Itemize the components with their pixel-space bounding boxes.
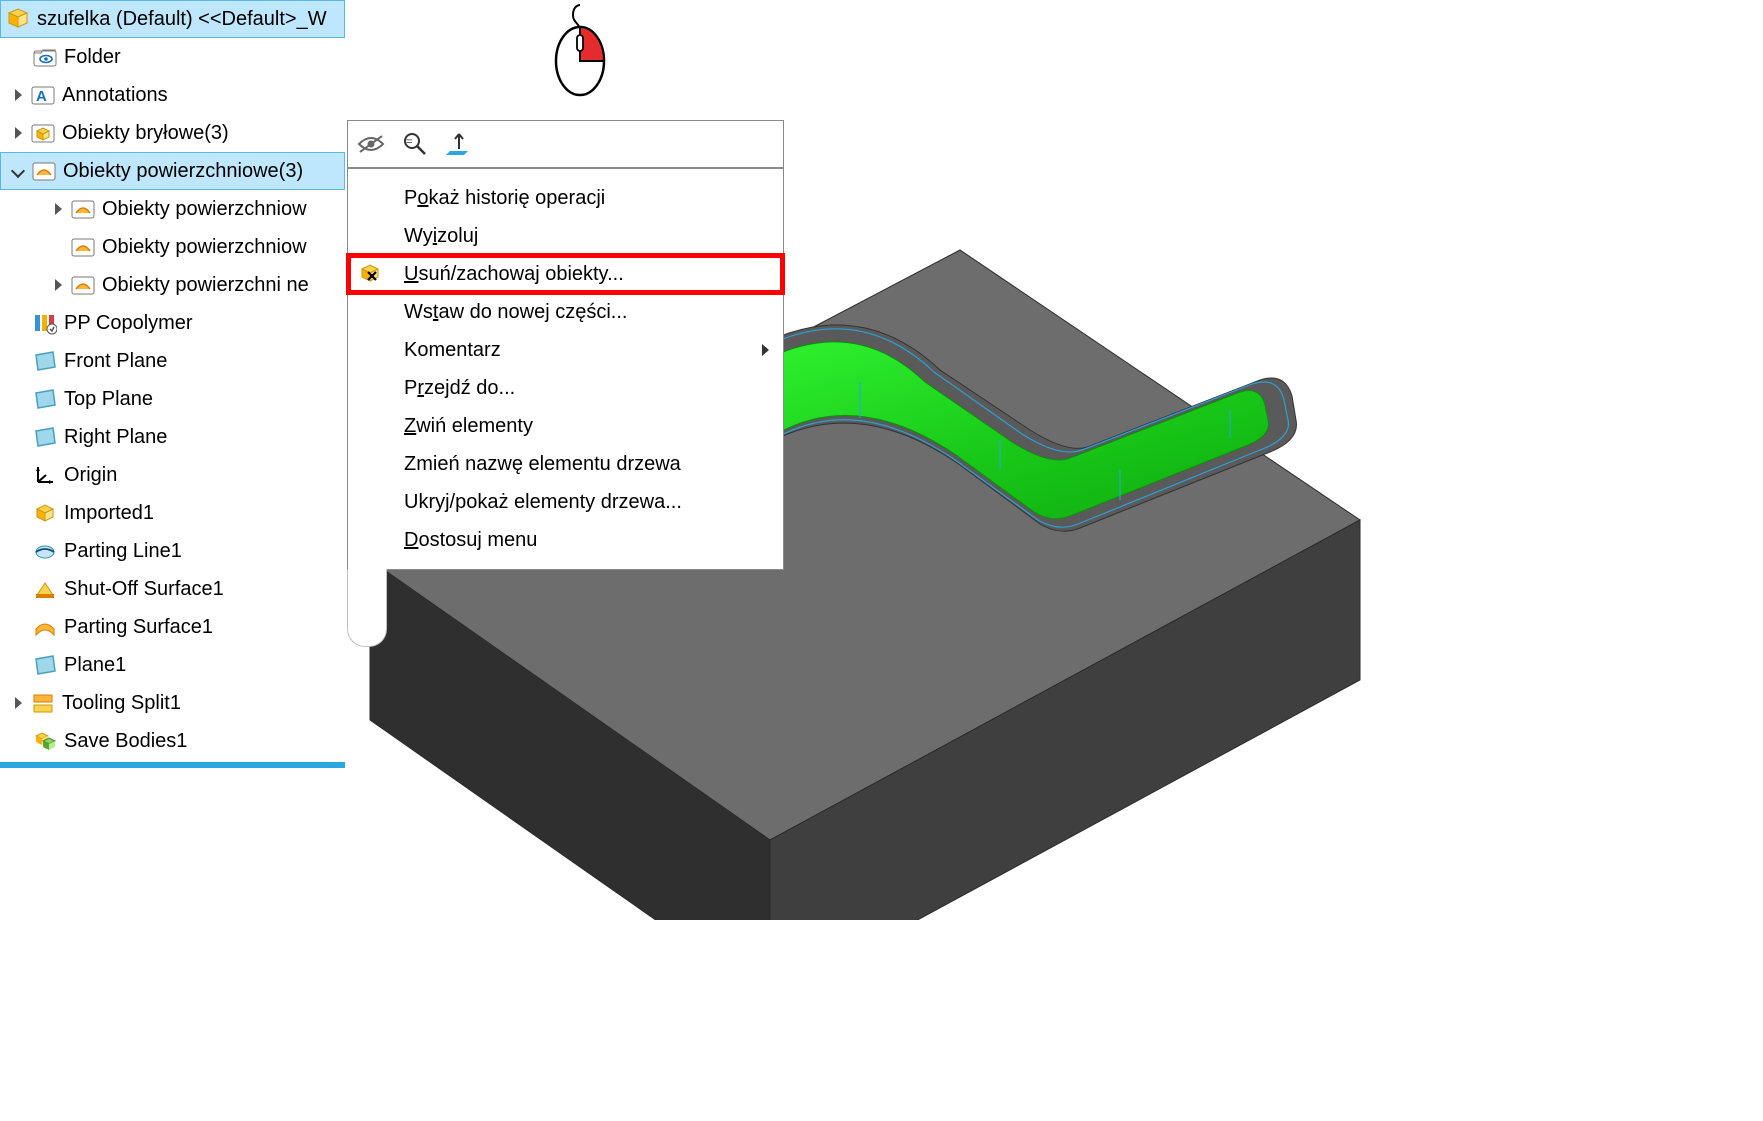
context-menu-item-label: Ukryj/pokaż elementy drzewa... (404, 491, 682, 514)
context-menu-item[interactable]: Zwiń elementy (348, 407, 783, 445)
tree-item-label: Origin (64, 464, 117, 487)
normal-to-icon[interactable] (442, 127, 476, 161)
tree-item[interactable]: Obiekty powierzchniow (0, 228, 345, 266)
context-menu-item[interactable]: Wyizoluj (348, 217, 783, 255)
plane-icon (32, 652, 58, 678)
svg-text:=: = (406, 136, 412, 148)
context-menu-item-label: Dostosuj menu (404, 529, 537, 552)
tree-item-label: Obiekty powierzchniow (102, 236, 307, 259)
tree-item[interactable]: Obiekty powierzchni ne (0, 266, 345, 304)
surf-folder-icon (70, 196, 96, 222)
tree-item[interactable]: Save Bodies1 (0, 722, 345, 760)
tree-item[interactable]: Obiekty powierzchniow (0, 190, 345, 228)
tree-item-label: Plane1 (64, 654, 126, 677)
tree-item-label: Parting Surface1 (64, 616, 213, 639)
tree-item[interactable]: Annotations (0, 76, 345, 114)
tree-item[interactable]: Right Plane (0, 418, 345, 456)
context-menu-item[interactable]: Usuń/zachowaj obiekty... (348, 255, 783, 293)
context-menu-item-label: Zmień nazwę elementu drzewa (404, 453, 681, 476)
context-menu-item[interactable]: Pokaż historię operacji (348, 179, 783, 217)
context-menu-item[interactable]: Przejdź do... (348, 369, 783, 407)
delete-box-icon (358, 260, 394, 288)
expander-icon[interactable] (52, 278, 66, 292)
tree-item[interactable]: Plane1 (0, 646, 345, 684)
tree-item-label: Folder (64, 46, 121, 69)
expander-icon[interactable] (12, 126, 26, 140)
origin-icon (32, 462, 58, 488)
context-menu-item[interactable]: Ukryj/pokaż elementy drzewa... (348, 483, 783, 521)
tree-item-label: Top Plane (64, 388, 153, 411)
context-menu-item-label: Komentarz (404, 339, 501, 362)
expander-icon[interactable] (12, 696, 26, 710)
tooling-split-icon (30, 690, 56, 716)
plane-icon (32, 386, 58, 412)
tree-item-label: PP Copolymer (64, 312, 193, 335)
tree-item-label: Obiekty powierzchniowe(3) (63, 160, 303, 183)
solid-body-icon (30, 120, 56, 146)
context-menu-item-label: Wstaw do nowej części... (404, 301, 627, 324)
imported-icon (32, 500, 58, 526)
context-menu-item-label: Zwiń elementy (404, 415, 533, 438)
context-menu-item-label: Wyizoluj (404, 225, 478, 248)
context-toolbar[interactable]: = (347, 120, 784, 168)
context-menu-item[interactable]: Zmień nazwę elementu drzewa (348, 445, 783, 483)
tree-item-label: Obiekty powierzchniow (102, 198, 307, 221)
folder-eye-icon (32, 44, 58, 70)
hide-icon[interactable] (354, 127, 388, 161)
tree-item-label: Shut-Off Surface1 (64, 578, 224, 601)
save-bodies-icon (32, 728, 58, 754)
surf-folder-icon (70, 234, 96, 260)
tree-item[interactable]: PP Copolymer (0, 304, 345, 342)
tree-item[interactable]: Origin (0, 456, 345, 494)
parting-surf-icon (32, 614, 58, 640)
expander-icon[interactable] (12, 88, 26, 102)
tree-item[interactable]: Folder (0, 38, 345, 76)
tree-item[interactable]: Shut-Off Surface1 (0, 570, 345, 608)
part-icon (5, 6, 31, 32)
context-menu-item-label: Usuń/zachowaj obiekty... (404, 263, 624, 286)
tree-item-label: Imported1 (64, 502, 154, 525)
tree-item[interactable]: Parting Surface1 (0, 608, 345, 646)
submenu-arrow-icon (762, 344, 769, 356)
expander-icon[interactable] (13, 164, 27, 178)
tree-item[interactable]: Obiekty bryłowe(3) (0, 114, 345, 152)
mouse-right-click-icon (545, 3, 615, 98)
tree-item[interactable]: Front Plane (0, 342, 345, 380)
tree-item[interactable]: Parting Line1 (0, 532, 345, 570)
tree-item-label: Annotations (62, 84, 168, 107)
tree-item-label: Save Bodies1 (64, 730, 187, 753)
expander-icon[interactable] (52, 202, 66, 216)
tree-item-label: Front Plane (64, 350, 167, 373)
tree-root-label: szufelka (Default) <<Default>_W (37, 8, 327, 31)
tree-item-label: Right Plane (64, 426, 167, 449)
material-icon (32, 310, 58, 336)
tree-item-label: Parting Line1 (64, 540, 182, 563)
context-menu-item[interactable]: Wstaw do nowej części... (348, 293, 783, 331)
panel-notch (347, 569, 387, 647)
tree-root[interactable]: szufelka (Default) <<Default>_W (0, 0, 345, 38)
tree-item[interactable]: Tooling Split1 (0, 684, 345, 722)
surf-folder-icon (70, 272, 96, 298)
annotations-icon (30, 82, 56, 108)
tree-item[interactable]: Top Plane (0, 380, 345, 418)
context-menu-item[interactable]: Dostosuj menu (348, 521, 783, 559)
plane-icon (32, 424, 58, 450)
shutoff-icon (32, 576, 58, 602)
tree-end-bar (0, 762, 345, 768)
tree-item[interactable]: Imported1 (0, 494, 345, 532)
tree-item-label: Tooling Split1 (62, 692, 181, 715)
parting-line-icon (32, 538, 58, 564)
context-menu-item-label: Pokaż historię operacji (404, 187, 605, 210)
context-menu[interactable]: Pokaż historię operacji Wyizoluj Usuń/zach… (347, 168, 784, 570)
zoom-to-fit-icon[interactable]: = (398, 127, 432, 161)
plane-icon (32, 348, 58, 374)
context-menu-item-label: Przejdź do... (404, 377, 515, 400)
feature-tree[interactable]: szufelka (Default) <<Default>_W Folder An… (0, 0, 345, 768)
tree-item-label: Obiekty powierzchni ne (102, 274, 309, 297)
surf-folder-icon (31, 158, 57, 184)
tree-item[interactable]: Obiekty powierzchniowe(3) (0, 152, 345, 190)
tree-item-label: Obiekty bryłowe(3) (62, 122, 229, 145)
context-menu-item[interactable]: Komentarz (348, 331, 783, 369)
